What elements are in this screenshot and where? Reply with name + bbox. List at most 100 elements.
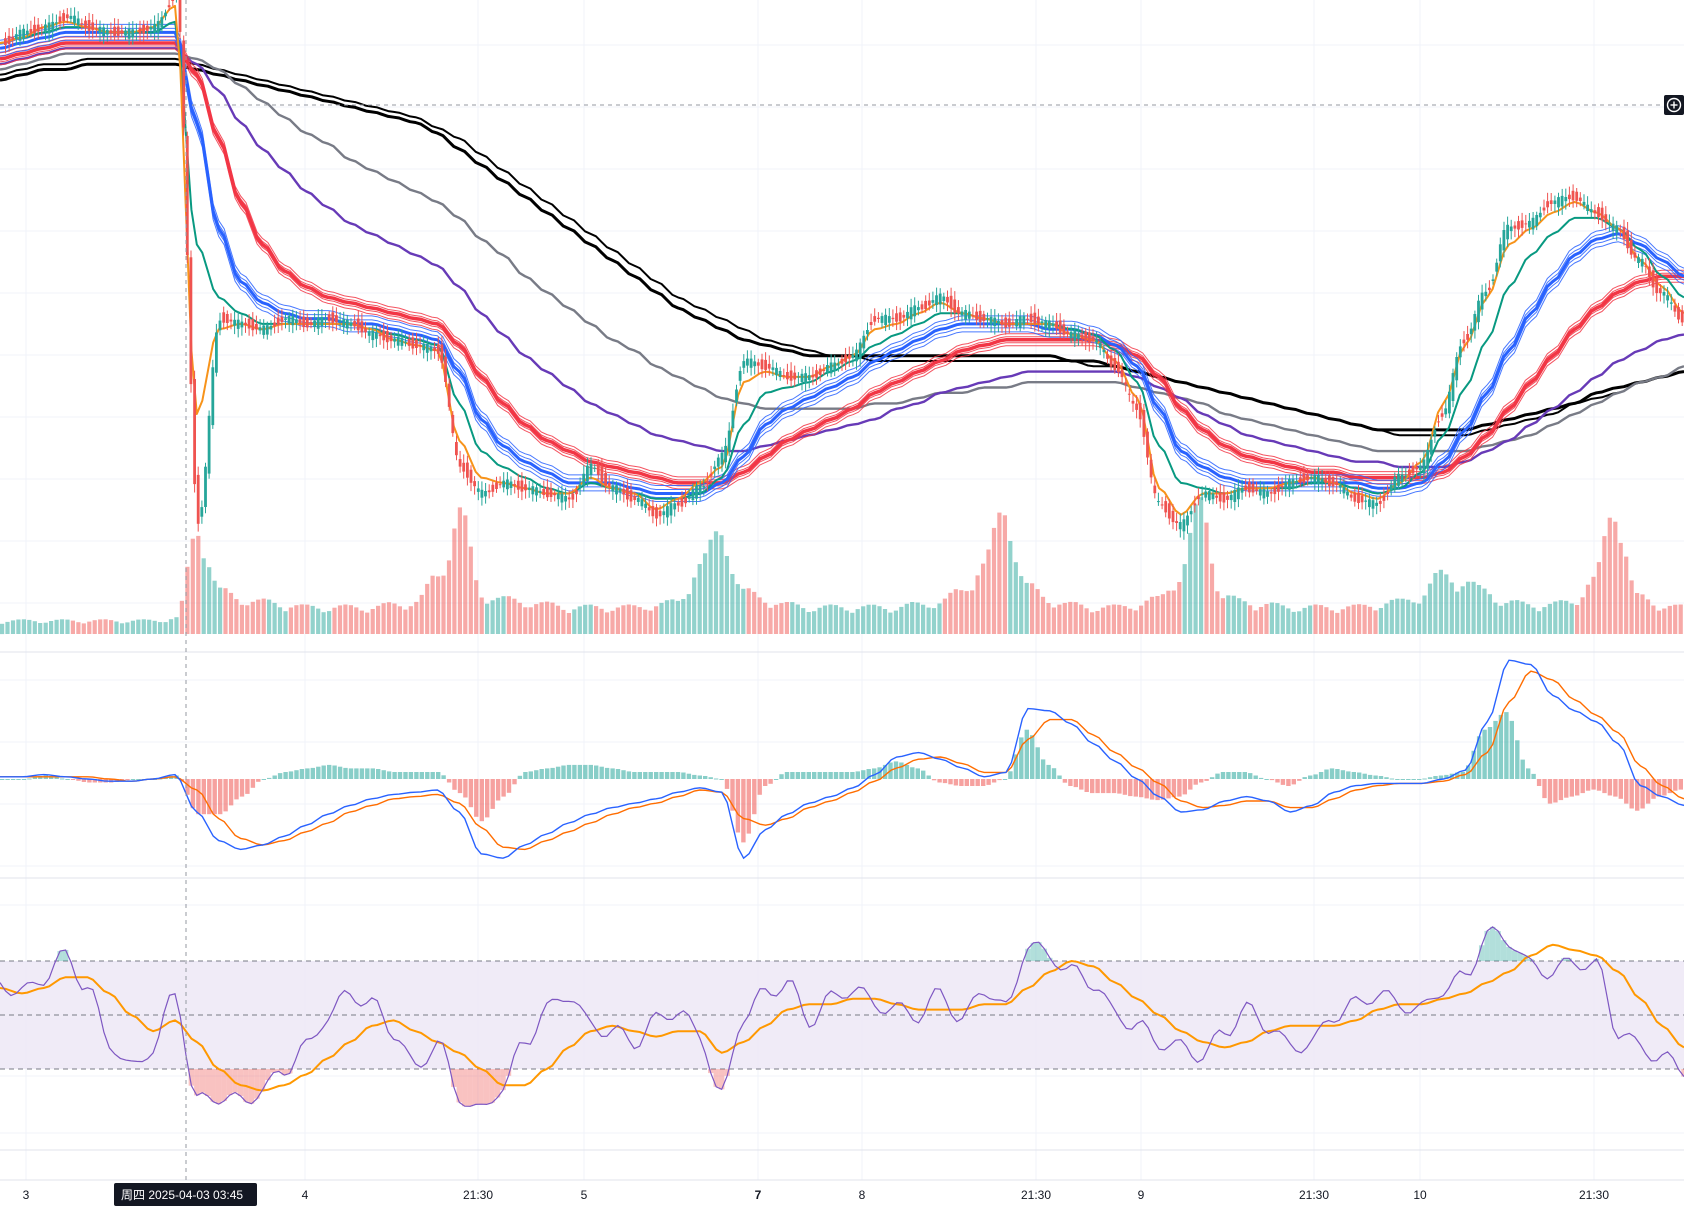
volume-bar xyxy=(1455,591,1460,634)
candle xyxy=(1440,405,1444,421)
volume-bar xyxy=(1297,611,1302,634)
candle-body xyxy=(582,473,586,486)
candle xyxy=(680,491,684,512)
candle-body xyxy=(957,307,960,314)
volume-bar xyxy=(1318,605,1324,634)
candle xyxy=(62,9,65,28)
macd-histogram-bar xyxy=(822,772,828,779)
ma-blue-ribbon-line xyxy=(0,31,1684,494)
add-plus-button[interactable] xyxy=(1664,95,1684,115)
candle-body xyxy=(33,24,36,34)
candle xyxy=(1040,315,1044,332)
macd-histogram-bar xyxy=(517,775,523,779)
candle xyxy=(1091,329,1095,350)
volume-bar xyxy=(501,596,506,634)
macd-histogram-bar xyxy=(125,779,130,780)
volume-bar xyxy=(1438,569,1443,634)
candle xyxy=(662,503,666,524)
candle-body xyxy=(1277,484,1280,492)
candle-body xyxy=(1178,522,1182,530)
price-pane[interactable] xyxy=(0,0,1684,635)
macd-histogram-bar xyxy=(87,779,92,783)
macd-histogram-bar xyxy=(626,771,632,779)
candle xyxy=(18,24,22,46)
candle-body xyxy=(626,487,629,500)
volume-bar xyxy=(833,605,838,634)
volume-bar xyxy=(1466,581,1471,634)
candle-body xyxy=(676,502,680,506)
macd-histogram-bar xyxy=(239,779,245,797)
candle-body xyxy=(51,21,55,31)
candle xyxy=(1120,362,1124,384)
volume-bar xyxy=(479,597,484,634)
macd-histogram-bar xyxy=(817,772,822,779)
candle xyxy=(880,312,884,328)
candle xyxy=(1204,485,1208,502)
candle-body xyxy=(756,362,760,366)
candle xyxy=(138,20,142,42)
macd-histogram-bar xyxy=(1237,772,1242,779)
candle-body xyxy=(1589,209,1593,213)
volume-bar xyxy=(446,560,452,634)
candle-body xyxy=(331,312,335,323)
candle xyxy=(1175,512,1178,531)
candle-body xyxy=(1124,382,1128,385)
volume-bar xyxy=(975,575,980,634)
candle-body xyxy=(1080,334,1084,338)
candle xyxy=(218,312,222,336)
candle-body xyxy=(345,319,349,329)
candle xyxy=(466,455,469,486)
macd-histogram-bar xyxy=(59,778,65,780)
crosshair-label-background xyxy=(114,1183,257,1206)
volume-bar xyxy=(474,580,479,634)
candle-body xyxy=(1560,195,1564,207)
time-axis-label: 3 xyxy=(23,1188,30,1202)
volume-bar xyxy=(1624,556,1629,634)
candle xyxy=(120,25,124,38)
candle xyxy=(760,353,764,378)
candle-body xyxy=(1462,339,1466,344)
candle-body xyxy=(731,410,735,429)
candle-body xyxy=(84,20,87,29)
rsi-pane[interactable] xyxy=(0,926,1684,1107)
candle-body xyxy=(1480,292,1484,310)
candle-body xyxy=(484,491,487,497)
macd-pane[interactable] xyxy=(0,659,1684,860)
candle-body xyxy=(298,319,302,324)
candle xyxy=(291,309,295,334)
macd-histogram-bar xyxy=(1035,747,1040,779)
candle-body xyxy=(178,0,182,32)
candle xyxy=(447,378,451,411)
macd-histogram-bar xyxy=(1280,779,1286,785)
macd-histogram-bar xyxy=(970,779,975,786)
macd-histogram-bar xyxy=(588,764,593,779)
candle xyxy=(215,323,218,377)
candle xyxy=(564,487,567,510)
candle xyxy=(571,488,575,508)
macd-histogram-bar xyxy=(1008,771,1013,779)
candle xyxy=(1658,284,1662,302)
volume-bar xyxy=(801,608,806,634)
candle xyxy=(29,20,33,38)
macd-histogram-bar xyxy=(637,772,642,779)
macd-histogram-bar xyxy=(332,765,337,779)
macd-histogram-bar xyxy=(348,768,354,779)
candle-body xyxy=(1662,292,1666,296)
volume-bar xyxy=(1607,517,1612,634)
candle-body xyxy=(611,485,615,492)
time-axis[interactable]: 3 4 21:30 5 7 8 21:30 9 21:30 10 21:30 xyxy=(23,1188,1610,1202)
volume-bar xyxy=(539,602,544,634)
plus-circle-icon xyxy=(1666,97,1682,113)
candle xyxy=(1538,206,1542,221)
candle xyxy=(1215,487,1218,504)
macd-histogram-bar xyxy=(746,779,751,834)
candle-body xyxy=(1218,492,1222,502)
candle xyxy=(1611,216,1615,239)
candle xyxy=(1633,246,1637,262)
macd-histogram-bar xyxy=(430,772,435,779)
macd-histogram-bar xyxy=(207,779,212,815)
candle xyxy=(1397,466,1400,490)
macd-histogram-bar xyxy=(550,767,555,779)
candle xyxy=(305,313,309,332)
